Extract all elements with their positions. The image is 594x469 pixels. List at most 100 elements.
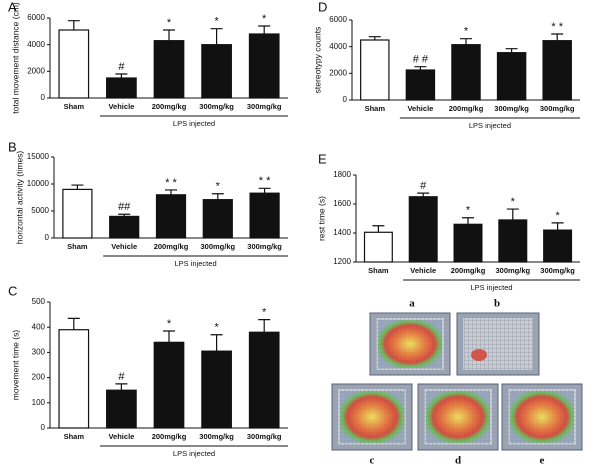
y-axis-label: stereotypy counts	[312, 27, 322, 94]
significance-mark: *	[262, 307, 267, 319]
y-tick-label: 1600	[333, 199, 351, 208]
bar	[201, 44, 232, 99]
trace	[340, 391, 404, 443]
y-axis-label: horizontal activity (times)	[14, 151, 24, 245]
y-tick-label: 500	[32, 297, 46, 306]
error-bar	[71, 184, 84, 190]
x-tick-label: 300mg/kg	[247, 242, 282, 251]
bar	[153, 40, 185, 99]
y-axis-label: total movement distance (cm)	[10, 2, 20, 114]
x-tick-label: Vehicle	[111, 242, 137, 251]
x-tick-label: 300mg/kg	[495, 266, 530, 275]
group-label: LPS injected	[469, 121, 511, 130]
heatmap-label: e	[540, 455, 545, 467]
error-bar	[210, 28, 223, 45]
heatmap-panel: a b c d e	[331, 298, 583, 467]
x-tick-label: 300mg/kg	[540, 104, 575, 113]
bar	[109, 215, 140, 239]
error-bar	[414, 66, 427, 70]
bar	[153, 341, 185, 429]
error-bar	[372, 225, 385, 233]
bar	[62, 188, 93, 239]
significance-mark: * *	[259, 175, 271, 187]
bar	[58, 329, 90, 429]
x-tick-label: Sham	[365, 104, 386, 113]
x-tick-label: Vehicle	[410, 266, 436, 275]
error-bar	[551, 33, 564, 41]
bar	[451, 44, 481, 101]
y-tick-label: 2000	[329, 68, 347, 77]
significance-mark: *	[262, 13, 267, 25]
significance-mark: *	[464, 26, 469, 38]
y-tick-label: 15000	[27, 152, 50, 161]
y-axis-label: rest time (s)	[316, 196, 326, 241]
bar	[106, 77, 137, 99]
significance-mark: #	[420, 180, 427, 192]
error-bar	[417, 192, 430, 197]
y-tick-label: 400	[32, 322, 46, 331]
x-tick-label: 200mg/kg	[451, 266, 486, 275]
error-bar	[258, 319, 271, 333]
y-tick-label: 6000	[329, 15, 347, 24]
error-bar	[67, 20, 80, 30]
bar	[248, 33, 280, 99]
y-tick-label: 0	[45, 233, 50, 242]
y-tick-label: 1800	[333, 170, 351, 179]
error-bar	[368, 36, 381, 40]
bar	[453, 223, 483, 263]
error-bar	[115, 73, 128, 78]
bar	[405, 69, 436, 101]
y-tick-label: 300	[32, 348, 46, 357]
heatmap-label: d	[455, 455, 461, 467]
y-tick-label: 5000	[31, 206, 49, 215]
bar	[498, 219, 528, 263]
x-tick-label: 300mg/kg	[247, 432, 282, 441]
bar	[543, 229, 573, 263]
group-label: LPS injected	[173, 449, 215, 458]
y-tick-label: 0	[343, 95, 348, 104]
error-bar	[163, 29, 175, 41]
bar	[408, 196, 438, 263]
significance-mark: ##	[118, 201, 131, 213]
x-tick-label: 300mg/kg	[199, 102, 234, 111]
y-tick-label: 0	[41, 423, 46, 432]
significance-mark: #	[118, 61, 125, 73]
bar	[360, 39, 390, 101]
panel-label: B	[8, 139, 17, 154]
x-tick-label: 300mg/kg	[247, 102, 282, 111]
x-tick-label: Vehicle	[407, 104, 433, 113]
significance-mark: *	[167, 318, 172, 330]
significance-mark: # #	[413, 54, 429, 66]
y-tick-label: 1200	[333, 257, 351, 266]
y-tick-label: 100	[32, 398, 46, 407]
trace	[471, 349, 487, 361]
error-bar	[258, 187, 271, 194]
y-tick-label: 4000	[329, 42, 347, 51]
bar	[363, 231, 393, 263]
x-tick-label: Vehicle	[108, 102, 134, 111]
error-bar	[505, 48, 518, 53]
significance-mark: *	[216, 181, 221, 193]
group-label: LPS injected	[470, 283, 512, 292]
group-label: LPS injected	[173, 119, 215, 128]
error-bar	[462, 217, 474, 225]
group-label: LPS injected	[175, 259, 217, 268]
bar	[542, 40, 572, 101]
significance-mark: *	[555, 210, 560, 222]
panel-label: C	[8, 283, 17, 298]
y-axis-label: movement time (s)	[10, 330, 20, 401]
significance-mark: *	[214, 16, 219, 28]
x-tick-label: Sham	[64, 432, 85, 441]
x-tick-label: Sham	[67, 242, 88, 251]
y-tick-label: 6000	[27, 13, 45, 22]
x-tick-label: 200mg/kg	[449, 104, 484, 113]
heatmap-label: c	[370, 455, 375, 467]
error-bar	[551, 222, 564, 231]
significance-mark: *	[466, 205, 471, 217]
x-tick-label: 200mg/kg	[152, 432, 187, 441]
trace	[378, 320, 442, 368]
y-tick-label: 4000	[27, 40, 45, 49]
bar	[155, 194, 187, 239]
x-tick-label: 200mg/kg	[154, 242, 189, 251]
x-tick-label: 300mg/kg	[200, 242, 235, 251]
